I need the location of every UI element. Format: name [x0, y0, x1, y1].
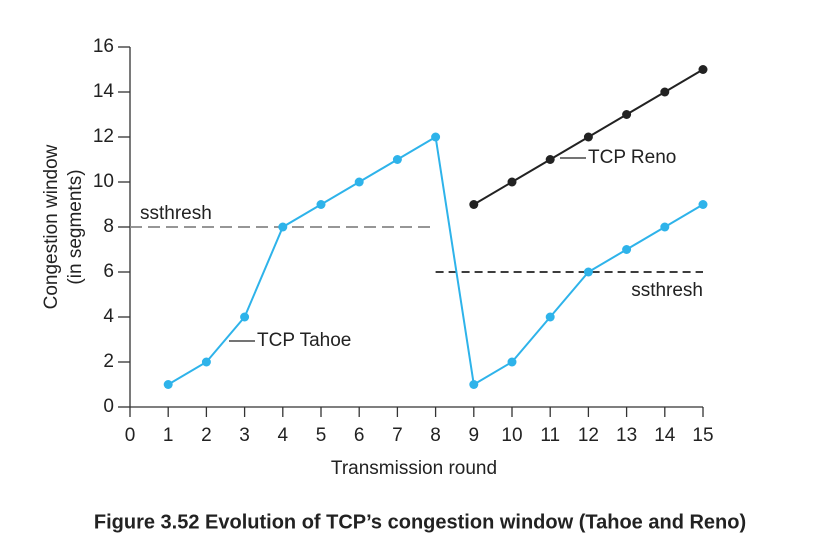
point — [545, 312, 555, 322]
caption: Figure 3.52 Evolution of TCP’s congestio… — [94, 511, 746, 533]
point — [201, 357, 211, 367]
point — [583, 132, 593, 142]
y-tick-label: 14 — [93, 81, 115, 102]
point — [583, 267, 593, 277]
y-tick-label: 0 — [103, 396, 114, 417]
point — [507, 357, 517, 367]
y-tick-label: 8 — [103, 216, 114, 237]
x-tick-label: 6 — [354, 425, 365, 446]
point — [507, 177, 517, 187]
y-tick-label: 16 — [93, 36, 114, 57]
point — [469, 380, 479, 389]
point — [622, 110, 632, 119]
x-tick-label: 15 — [692, 425, 713, 446]
point — [354, 177, 364, 187]
series-line — [167, 135, 704, 387]
x-tick-label: 0 — [125, 425, 136, 446]
x-tick-label: 8 — [430, 425, 441, 446]
point — [698, 200, 708, 209]
x-tick-label: 7 — [392, 425, 403, 446]
y-axis-label: (in segments) — [65, 169, 86, 284]
x-tick-label: 5 — [316, 425, 327, 446]
x-tick-label: 10 — [501, 425, 522, 446]
series-label: TCP Reno — [588, 147, 676, 168]
x-tick-label: 4 — [278, 425, 289, 446]
threshold-label: ssthresh — [631, 280, 703, 301]
point — [698, 65, 708, 74]
point — [240, 312, 250, 322]
point — [163, 380, 173, 389]
point — [392, 155, 402, 164]
x-tick-label: 14 — [654, 425, 676, 446]
point — [431, 132, 441, 142]
y-tick-label: 6 — [103, 261, 114, 282]
y-tick-label: 10 — [93, 171, 114, 192]
x-tick-label: 13 — [616, 425, 637, 446]
x-tick-label: 3 — [239, 425, 250, 446]
y-tick-label: 2 — [103, 351, 114, 372]
point — [660, 222, 670, 232]
x-tick-label: 12 — [578, 425, 599, 446]
y-tick-label: 4 — [103, 306, 114, 327]
x-tick-label: 11 — [540, 425, 560, 446]
point — [545, 155, 555, 164]
point — [469, 200, 479, 209]
point — [622, 245, 632, 254]
y-tick-label: 12 — [93, 126, 114, 147]
x-axis-label: Transmission round — [331, 458, 497, 479]
x-tick-label: 2 — [201, 425, 212, 446]
point — [660, 87, 670, 97]
point — [316, 200, 326, 209]
x-tick-label: 9 — [469, 425, 480, 446]
x-tick-label: 1 — [163, 425, 174, 446]
point — [278, 222, 288, 232]
threshold-label: ssthresh — [140, 203, 212, 224]
y-axis-label: Congestion window — [41, 144, 62, 309]
series-label: TCP Tahoe — [257, 330, 351, 351]
